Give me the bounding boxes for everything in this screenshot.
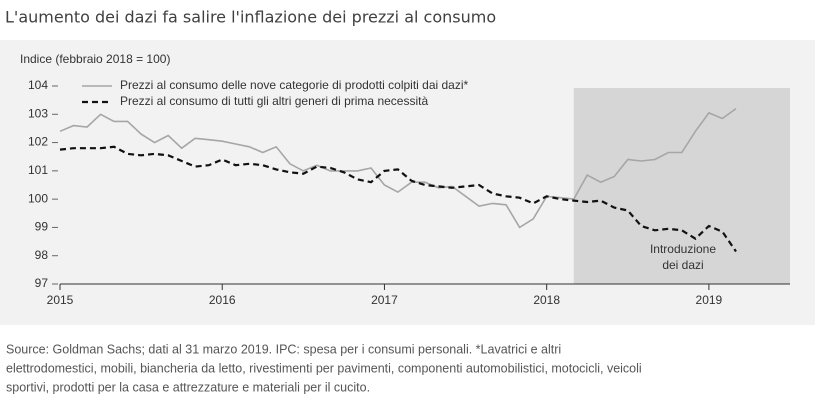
- source-note: sportivi, prodotti per la casa e attrezz…: [6, 380, 370, 394]
- legend-label: Prezzi al consumo di tutti gli altri gen…: [120, 94, 428, 108]
- x-tick-label: 2015: [47, 293, 74, 307]
- source-note: elettrodomestici, mobili, biancheria da …: [6, 361, 642, 375]
- x-tick-label: 2019: [696, 293, 723, 307]
- y-tick-label: 98: [35, 248, 49, 262]
- y-tick-label: 100: [28, 191, 48, 205]
- y-tick-label: 97: [35, 276, 49, 290]
- y-tick-label: 101: [28, 163, 48, 177]
- y-tick-label: 103: [28, 106, 48, 120]
- y-tick-label: 102: [28, 135, 48, 149]
- legend-label: Prezzi al consumo delle nove categorie d…: [120, 78, 469, 92]
- highlight-region: [573, 88, 790, 284]
- source-note: Source: Goldman Sachs; dati al 31 marzo …: [6, 342, 561, 356]
- series-line: [59, 145, 737, 253]
- x-tick-label: 2016: [209, 293, 236, 307]
- annotation: Introduzione: [650, 242, 716, 256]
- y-axis-label: Indice (febbraio 2018 = 100): [20, 52, 170, 66]
- x-tick-label: 2017: [371, 293, 398, 307]
- annotation: dei dazi: [662, 258, 703, 272]
- x-tick-label: 2018: [533, 293, 560, 307]
- series-line: [59, 107, 737, 229]
- chart-title: L'aumento dei dazi fa salire l'inflazion…: [5, 8, 496, 27]
- y-tick-label: 99: [35, 220, 49, 234]
- y-tick-label: 104: [28, 78, 48, 92]
